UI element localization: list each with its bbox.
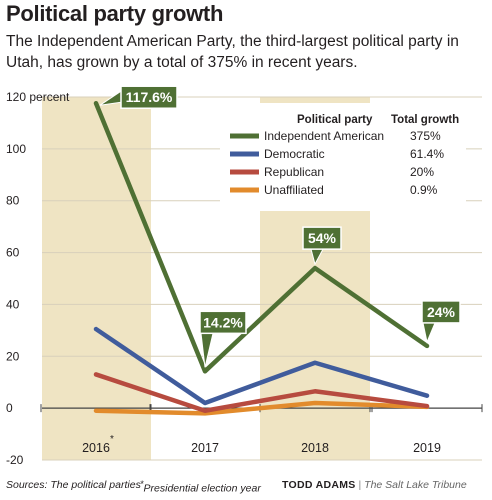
series-line-independent-american [93,100,430,374]
legend-box [220,103,466,211]
callout-pointer-2019 [422,322,436,344]
legend-label-republican: Republican [264,165,324,179]
outlet-name: The Salt Lake Tribune [364,479,467,491]
y-tick-label-100: 100 [6,142,26,156]
series-line-democratic [93,326,430,406]
y-tick-label-40: 40 [6,297,20,311]
credit-line: TODD ADAMS | The Salt Lake Tribune [282,479,467,491]
author-name: TODD ADAMS [282,479,356,491]
data-point-republican-2018 [313,389,317,394]
note-asterisk: * [140,479,144,489]
data-point-unaffiliated-2016 [94,408,98,413]
data-point-republican-2016 [94,372,98,377]
credit-separator: | [358,479,362,491]
background-band-2016 [42,97,151,460]
series-line-unaffiliated [93,400,430,416]
chart-title: Political party growth [6,1,224,26]
callout-label-2018: 54% [308,230,337,246]
note-text: Presidential election year [143,482,261,495]
legend-total-democratic: 61.4% [410,147,444,161]
legend-label-unaffiliated: Unaffiliated [264,183,324,197]
chart-subtitle: The Independent American Party, the thir… [6,33,459,71]
y-tick-label-20: 20 [6,349,20,363]
election-year-note: *Presidential election year [140,479,261,495]
x-tick-label-2019: 2019 [413,441,441,455]
callout-label-2016: 117.6% [126,89,173,105]
legend-label-democratic: Democratic [264,147,325,161]
y-tick-label-60: 60 [6,246,20,260]
y-tick-label-80: 80 [6,194,20,208]
callout-box-2016 [120,85,178,109]
data-point-democratic-2019 [425,393,429,398]
callout-box-2018 [302,226,342,250]
legend-label-independent-american: Independent American [264,129,384,143]
callout-box-2017 [199,310,247,335]
callout-box-2019 [421,300,461,324]
legend-header-party: Political party [297,114,373,126]
data-point-independent-american-2016 [94,101,98,106]
data-point-unaffiliated-2018 [313,401,317,405]
legend-total-republican: 20% [410,165,434,179]
series-line-republican [93,372,430,413]
data-point-independent-american-2017 [203,369,207,374]
y-tick-label-0: 0 [6,401,13,415]
legend-header-total: Total growth [391,114,459,126]
data-point-democratic-2017 [203,401,207,405]
data-point-independent-american-2018 [313,266,317,270]
data-point-independent-american-2019 [425,344,429,348]
x-tick-label-2018: 2018 [301,441,329,455]
x-tick-label-2016: 2016 [82,441,110,455]
x-tick-mark-asterisk-2016: * [110,434,114,445]
sources-note: Sources: The political parties [6,479,141,491]
y-tick-label-120: 120 percent [6,90,70,104]
data-point-republican-2017 [203,408,207,413]
data-point-democratic-2018 [313,360,317,365]
callout-label-2019: 24% [427,304,456,320]
callout-label-2017: 14.2% [203,314,243,330]
x-tick-label-2017: 2017 [191,441,219,455]
line-chart: -20 0 20 40 60 80 100 120 percent 2016* 2017 2018 2… [6,85,483,467]
legend-total-independent-american: 375% [410,129,441,143]
legend-total-unaffiliated: 0.9% [410,183,438,197]
data-point-democratic-2016 [94,327,98,331]
y-tick-label--20: -20 [6,453,24,467]
data-point-republican-2019 [425,404,429,408]
